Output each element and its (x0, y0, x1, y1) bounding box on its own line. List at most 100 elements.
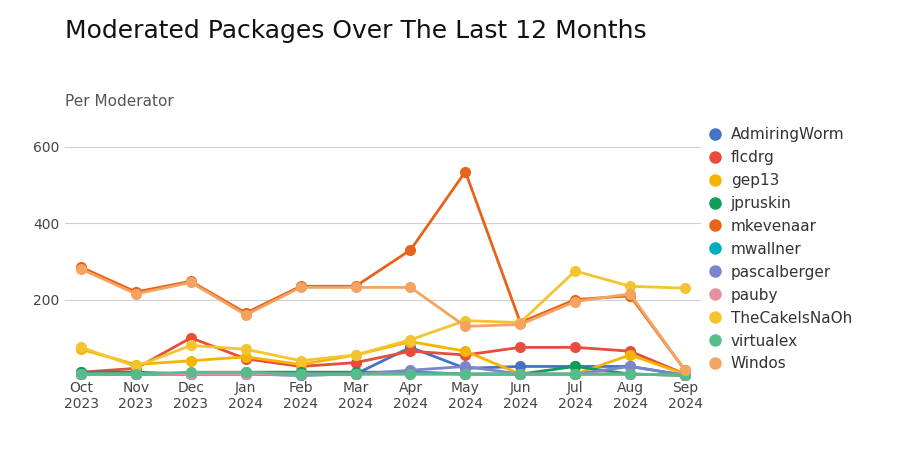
jpruskin (295, 369, 306, 375)
pauby (130, 371, 141, 377)
jpruskin (405, 369, 416, 375)
flcdrg (186, 335, 197, 341)
TheCakeIsNaOh (569, 268, 581, 274)
AdmiringWorm (130, 371, 141, 377)
jpruskin (460, 371, 471, 377)
mkevenaar (130, 289, 141, 295)
pauby (625, 371, 636, 377)
jpruskin (679, 372, 690, 378)
pascalberger (679, 372, 690, 378)
flcdrg (625, 348, 636, 354)
pauby (76, 371, 87, 377)
Windos (460, 323, 471, 329)
Line: mkevenaar: mkevenaar (76, 166, 690, 376)
Windos (186, 280, 197, 285)
virtualex (130, 371, 141, 377)
Legend: AdmiringWorm, flcdrg, gep13, jpruskin, mkevenaar, mwallner, pascalberger, pauby,: AdmiringWorm, flcdrg, gep13, jpruskin, m… (715, 127, 852, 371)
flcdrg (350, 360, 361, 366)
pauby (240, 371, 251, 377)
pascalberger (350, 371, 361, 377)
TheCakeIsNaOh (130, 364, 141, 369)
mkevenaar (350, 283, 361, 289)
Line: pascalberger: pascalberger (76, 361, 690, 381)
TheCakeIsNaOh (186, 343, 197, 348)
AdmiringWorm (460, 366, 471, 371)
mkevenaar (679, 368, 690, 373)
jpruskin (569, 364, 581, 369)
pascalberger (186, 371, 197, 377)
mwallner (625, 371, 636, 377)
Windos (76, 266, 87, 272)
Windos (405, 285, 416, 290)
virtualex (186, 369, 197, 375)
AdmiringWorm (240, 371, 251, 377)
Line: AdmiringWorm: AdmiringWorm (76, 342, 690, 381)
gep13 (130, 362, 141, 368)
pascalberger (515, 371, 526, 377)
mkevenaar (515, 320, 526, 325)
virtualex (76, 371, 87, 377)
AdmiringWorm (625, 364, 636, 369)
flcdrg (679, 371, 690, 377)
mkevenaar (76, 264, 87, 270)
gep13 (460, 348, 471, 354)
virtualex (405, 371, 416, 377)
AdmiringWorm (295, 372, 306, 378)
virtualex (350, 371, 361, 377)
pauby (350, 371, 361, 377)
pascalberger (130, 371, 141, 377)
gep13 (240, 354, 251, 360)
pascalberger (569, 371, 581, 377)
mkevenaar (460, 169, 471, 174)
TheCakeIsNaOh (76, 345, 87, 350)
gep13 (350, 352, 361, 358)
TheCakeIsNaOh (625, 283, 636, 289)
TheCakeIsNaOh (679, 285, 690, 291)
TheCakeIsNaOh (515, 320, 526, 325)
mwallner (186, 371, 197, 377)
AdmiringWorm (350, 371, 361, 377)
AdmiringWorm (569, 364, 581, 369)
pascalberger (460, 364, 471, 369)
flcdrg (76, 369, 87, 375)
mkevenaar (295, 283, 306, 289)
mwallner (76, 371, 87, 377)
mkevenaar (405, 247, 416, 253)
mkevenaar (569, 297, 581, 303)
TheCakeIsNaOh (295, 358, 306, 364)
pauby (515, 371, 526, 377)
Line: gep13: gep13 (76, 336, 690, 380)
flcdrg (569, 345, 581, 350)
Line: jpruskin: jpruskin (76, 361, 690, 381)
AdmiringWorm (186, 371, 197, 377)
Windos (240, 312, 251, 318)
gep13 (515, 371, 526, 377)
gep13 (76, 346, 87, 352)
flcdrg (515, 345, 526, 350)
jpruskin (625, 371, 636, 377)
Line: virtualex: virtualex (76, 367, 690, 381)
jpruskin (350, 369, 361, 375)
virtualex (240, 369, 251, 375)
Text: Moderated Packages Over The Last 12 Months: Moderated Packages Over The Last 12 Mont… (65, 19, 646, 43)
AdmiringWorm (679, 372, 690, 378)
Windos (295, 285, 306, 290)
virtualex (569, 371, 581, 377)
Line: mwallner: mwallner (76, 367, 690, 381)
pauby (295, 371, 306, 377)
TheCakeIsNaOh (460, 318, 471, 323)
TheCakeIsNaOh (405, 337, 416, 343)
mwallner (405, 369, 416, 375)
mwallner (240, 371, 251, 377)
mwallner (569, 371, 581, 377)
virtualex (515, 371, 526, 377)
flcdrg (460, 352, 471, 358)
mwallner (460, 371, 471, 377)
jpruskin (240, 369, 251, 375)
Windos (625, 291, 636, 297)
mwallner (515, 371, 526, 377)
flcdrg (295, 364, 306, 369)
mkevenaar (625, 293, 636, 298)
AdmiringWorm (405, 345, 416, 350)
Windos (569, 299, 581, 305)
